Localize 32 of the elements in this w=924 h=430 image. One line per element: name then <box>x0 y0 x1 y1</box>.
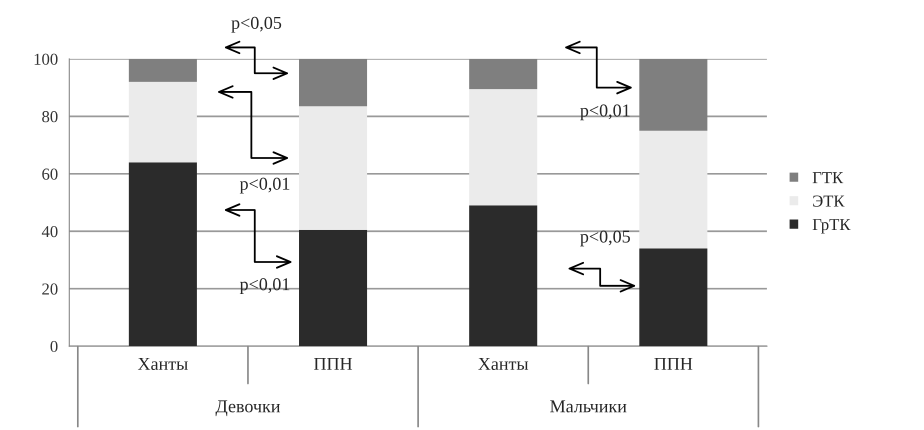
bar <box>469 58 538 90</box>
annotation: p<0,01 <box>240 278 290 294</box>
x-tick-label: ППН <box>654 358 692 370</box>
y-tick-label: 20 <box>42 283 58 295</box>
bar <box>639 58 708 131</box>
bar <box>128 82 197 162</box>
x-tick-label: Ханты <box>138 358 188 370</box>
annotation: p<0,01 <box>580 104 630 120</box>
y-tick-label: 80 <box>42 111 58 122</box>
annotation: p<0,05 <box>580 230 630 246</box>
x-tick-label: Ханты <box>478 358 528 370</box>
bar <box>128 58 197 82</box>
bar <box>639 130 708 248</box>
bar <box>469 89 538 206</box>
legend-label: ГрТК <box>812 219 851 234</box>
text: Мальчики <box>550 400 626 412</box>
y-tick-label: 40 <box>42 226 58 238</box>
bar <box>299 106 368 230</box>
legend-label: ГТК <box>812 172 844 184</box>
bar <box>639 248 708 346</box>
bar <box>469 205 538 346</box>
y-tick-label: 0 <box>50 340 58 352</box>
y-tick-label: 60 <box>42 168 58 180</box>
legend-label: ЭТК <box>813 196 845 207</box>
text: p<0,05 <box>231 16 282 33</box>
bar <box>128 162 197 346</box>
bar <box>299 230 368 346</box>
annotation: p<0,01 <box>240 178 290 194</box>
text: Девочки <box>216 400 280 416</box>
y-tick-label: 100 <box>34 54 58 65</box>
x-tick-label: ППН <box>314 358 352 370</box>
bar <box>299 58 368 106</box>
